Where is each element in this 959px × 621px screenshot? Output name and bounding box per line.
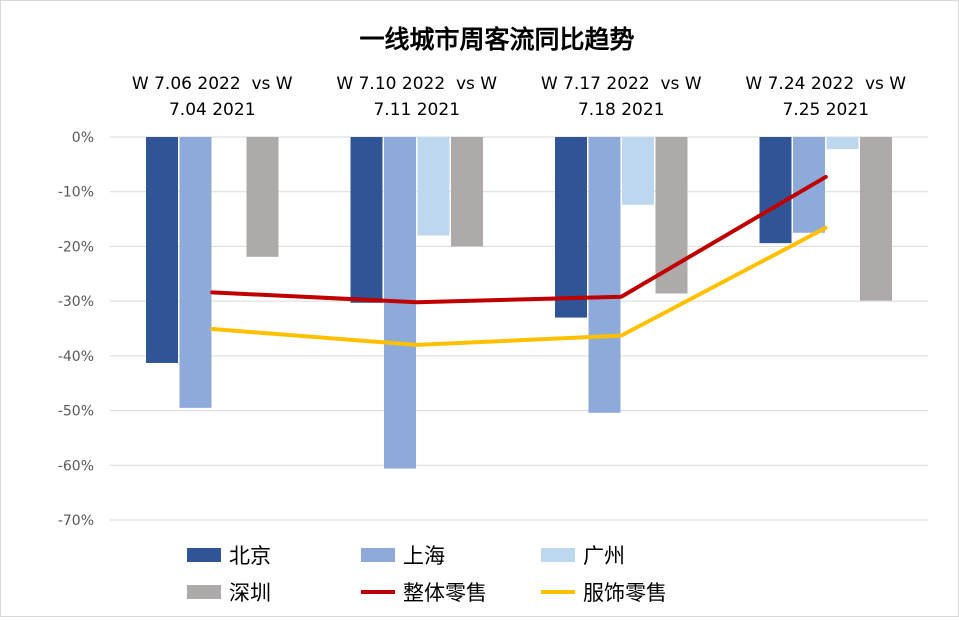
gridlines bbox=[110, 136, 928, 521]
bar-广州 bbox=[417, 137, 450, 236]
legend-label: 整体零售 bbox=[403, 581, 487, 605]
chart-title: 一线城市周客流同比趋势 bbox=[359, 25, 634, 54]
y-tick-label: -70% bbox=[58, 513, 94, 529]
legend-label: 上海 bbox=[403, 544, 445, 568]
bar-广州 bbox=[622, 137, 654, 205]
bar-深圳 bbox=[655, 137, 688, 294]
lines bbox=[210, 174, 828, 347]
legend-label: 服饰零售 bbox=[583, 581, 667, 605]
bar-北京 bbox=[759, 137, 792, 244]
y-tick-label: -60% bbox=[58, 458, 94, 474]
legend-item: 整体零售 bbox=[361, 581, 487, 605]
bar-上海 bbox=[588, 137, 621, 413]
legend-label: 北京 bbox=[229, 544, 271, 568]
legend-item: 北京 bbox=[187, 544, 271, 568]
y-tick-label: -50% bbox=[58, 404, 94, 420]
category-label: W 7.10 2022 vs W bbox=[336, 74, 497, 94]
line-整体零售 bbox=[210, 174, 828, 305]
category-label: W 7.06 2022 vs W bbox=[132, 74, 293, 94]
y-tick-label: -40% bbox=[58, 349, 94, 365]
y-tick-label: -10% bbox=[58, 185, 94, 201]
bar-深圳 bbox=[860, 137, 892, 301]
category-label: 7.04 2021 bbox=[169, 100, 256, 120]
legend-item: 服饰零售 bbox=[541, 581, 667, 605]
bar-深圳 bbox=[451, 137, 483, 247]
y-tick-label: -30% bbox=[58, 294, 94, 310]
bar-上海 bbox=[179, 137, 212, 408]
legend-swatch bbox=[361, 548, 395, 562]
category-label: 7.11 2021 bbox=[373, 100, 460, 120]
legend-label: 广州 bbox=[583, 544, 625, 568]
legend-swatch bbox=[187, 548, 221, 562]
y-tick-label: -20% bbox=[58, 239, 94, 255]
bar-北京 bbox=[350, 137, 383, 303]
legend-swatch bbox=[541, 548, 575, 562]
legend-swatch bbox=[187, 585, 221, 599]
bar-北京 bbox=[555, 137, 587, 318]
category-label: W 7.24 2022 vs W bbox=[745, 74, 906, 94]
category-label: 7.25 2021 bbox=[782, 100, 869, 120]
legend-item: 深圳 bbox=[187, 581, 271, 605]
line-服饰零售 bbox=[210, 225, 828, 347]
category-label: W 7.17 2022 vs W bbox=[541, 74, 702, 94]
y-axis-tick-labels: 0% -10% -20% -30% -40% -50% -60% -70% bbox=[58, 130, 94, 529]
legend-label: 深圳 bbox=[229, 581, 271, 605]
bar-深圳 bbox=[246, 137, 279, 257]
bars bbox=[146, 137, 892, 469]
bar-广州 bbox=[826, 137, 859, 150]
y-tick-label: 0% bbox=[72, 130, 94, 146]
legend-item: 上海 bbox=[361, 544, 445, 568]
bar-北京 bbox=[146, 137, 178, 363]
category-label: 7.18 2021 bbox=[578, 100, 665, 120]
legend-item: 广州 bbox=[541, 544, 625, 568]
category-labels: W 7.06 2022 vs W 7.04 2021 W 7.10 2022 vs … bbox=[132, 74, 906, 120]
